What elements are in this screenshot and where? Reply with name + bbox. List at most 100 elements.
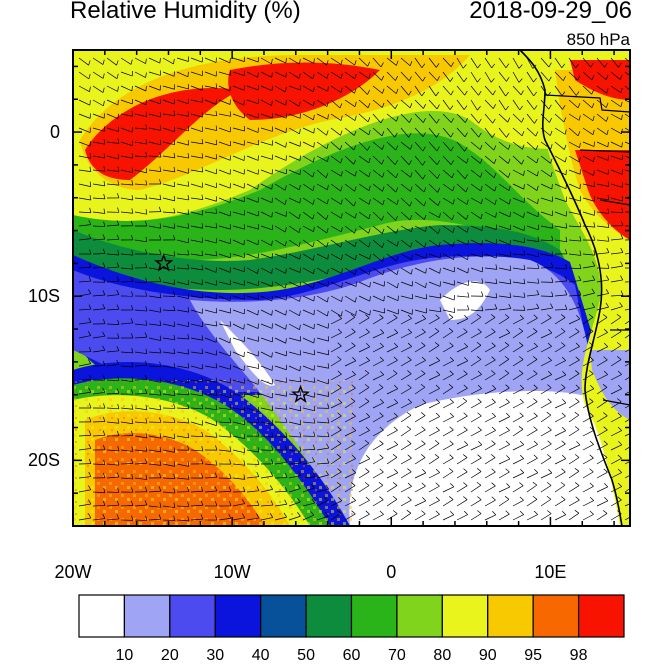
wind-barb: [498, 57, 507, 68]
wind-barb: [624, 460, 630, 465]
wind-barb: [610, 155, 623, 161]
wind-barb-flag: [313, 268, 315, 274]
wind-barb-flag: [340, 242, 343, 248]
wind-barb: [344, 316, 356, 325]
wind-barb: [344, 331, 356, 339]
wind-barb-flag: [340, 59, 343, 65]
colorbar-label: 95: [524, 647, 543, 664]
wind-barb: [330, 253, 342, 261]
wind-barb: [442, 127, 452, 138]
wind-barb: [568, 127, 579, 137]
wind-barb: [498, 402, 510, 409]
wind-barb-flag: [435, 468, 440, 473]
wind-barb: [344, 253, 356, 261]
wind-barb-flag: [116, 73, 119, 79]
wind-barb: [610, 211, 624, 213]
wind-barb-flag: [602, 454, 608, 458]
wind-barb: [330, 113, 342, 121]
wind-barb-flag: [310, 511, 315, 516]
colorbar-label: 90: [478, 647, 497, 664]
wind-barb: [120, 505, 134, 507]
wind-barb: [470, 374, 482, 381]
wind-barb: [344, 197, 355, 207]
wind-barb-flag: [477, 63, 481, 69]
wind-barb-flag: [617, 468, 622, 473]
wind-barb-flag: [298, 101, 301, 107]
wind-barb: [526, 211, 539, 218]
wind-barb: [512, 295, 525, 298]
wind-barb: [484, 155, 495, 164]
wind-barb-flag: [297, 484, 301, 489]
wind-barb-flag: [592, 261, 596, 267]
wind-barb-flag: [546, 495, 552, 500]
wind-barb: [316, 337, 329, 342]
wind-barb-flag: [574, 426, 580, 430]
wind-barb-flag: [201, 153, 204, 159]
wind-barb-flag: [285, 404, 288, 410]
wind-barb-flag: [257, 417, 260, 423]
wind-barb: [260, 407, 273, 411]
wind-barb-flag: [144, 458, 148, 464]
wind-barb: [190, 281, 203, 285]
wind-barb: [92, 421, 106, 423]
wind-barb-flag: [159, 307, 162, 313]
wind-barb: [148, 407, 161, 411]
wind-barb: [176, 407, 189, 410]
wind-barb-flag: [492, 104, 496, 109]
wind-barb-flag: [336, 482, 342, 486]
wind-barb-flag: [159, 473, 162, 478]
wind-barb: [260, 85, 273, 92]
wind-barb-flag: [353, 159, 357, 165]
wind-barb: [260, 393, 273, 399]
wind-barb: [288, 113, 301, 119]
wind-barb: [442, 373, 454, 381]
wind-barb: [358, 281, 370, 288]
wind-barb: [204, 337, 217, 343]
wind-barb-flag: [408, 90, 412, 96]
wind-barb: [92, 266, 105, 269]
wind-barb: [498, 253, 511, 257]
wind-barb-flag: [579, 142, 581, 148]
wind-barb-flag: [382, 144, 385, 150]
wind-barb-flag: [394, 160, 398, 165]
wind-barb: [344, 169, 356, 177]
wind-barb: [260, 309, 272, 316]
wind-barb-flag: [336, 509, 342, 514]
wind-barb-flag: [394, 398, 399, 404]
wind-barb: [526, 429, 538, 437]
wind-barb-flag: [604, 497, 609, 502]
wind-barb: [246, 517, 259, 521]
wind-barb: [232, 365, 245, 371]
wind-barb-flag: [494, 199, 497, 205]
wind-barb: [582, 430, 594, 437]
wind-barb: [526, 415, 538, 423]
wind-barb: [386, 225, 397, 234]
wind-barb: [260, 113, 273, 119]
wind-barb: [582, 85, 592, 95]
wind-barb: [414, 345, 426, 353]
wind-barb: [344, 211, 356, 219]
wind-barb-flag: [477, 328, 482, 333]
wind-barb: [386, 346, 398, 353]
wind-barb: [498, 308, 511, 311]
wind-barb: [204, 393, 217, 396]
wind-barb: [400, 346, 412, 353]
wind-barb: [260, 267, 272, 274]
wind-barb: [470, 457, 482, 465]
wind-barb: [372, 374, 384, 381]
wind-barb-flag: [116, 304, 120, 310]
wind-barb: [190, 253, 203, 257]
wind-barb-flag: [565, 263, 568, 269]
wind-barb-flag: [285, 324, 287, 330]
wind-barb-flag: [325, 172, 329, 178]
wind-barb: [106, 350, 119, 353]
wind-barb: [484, 141, 495, 151]
wind-barb: [204, 323, 217, 327]
wind-barb: [498, 471, 510, 479]
wind-barb-flag: [187, 515, 190, 521]
wind-barb: [316, 515, 329, 521]
wind-barb: [274, 407, 287, 410]
wind-barb: [162, 491, 175, 494]
wind-barb-flag: [366, 413, 371, 418]
wind-barb: [358, 372, 370, 381]
